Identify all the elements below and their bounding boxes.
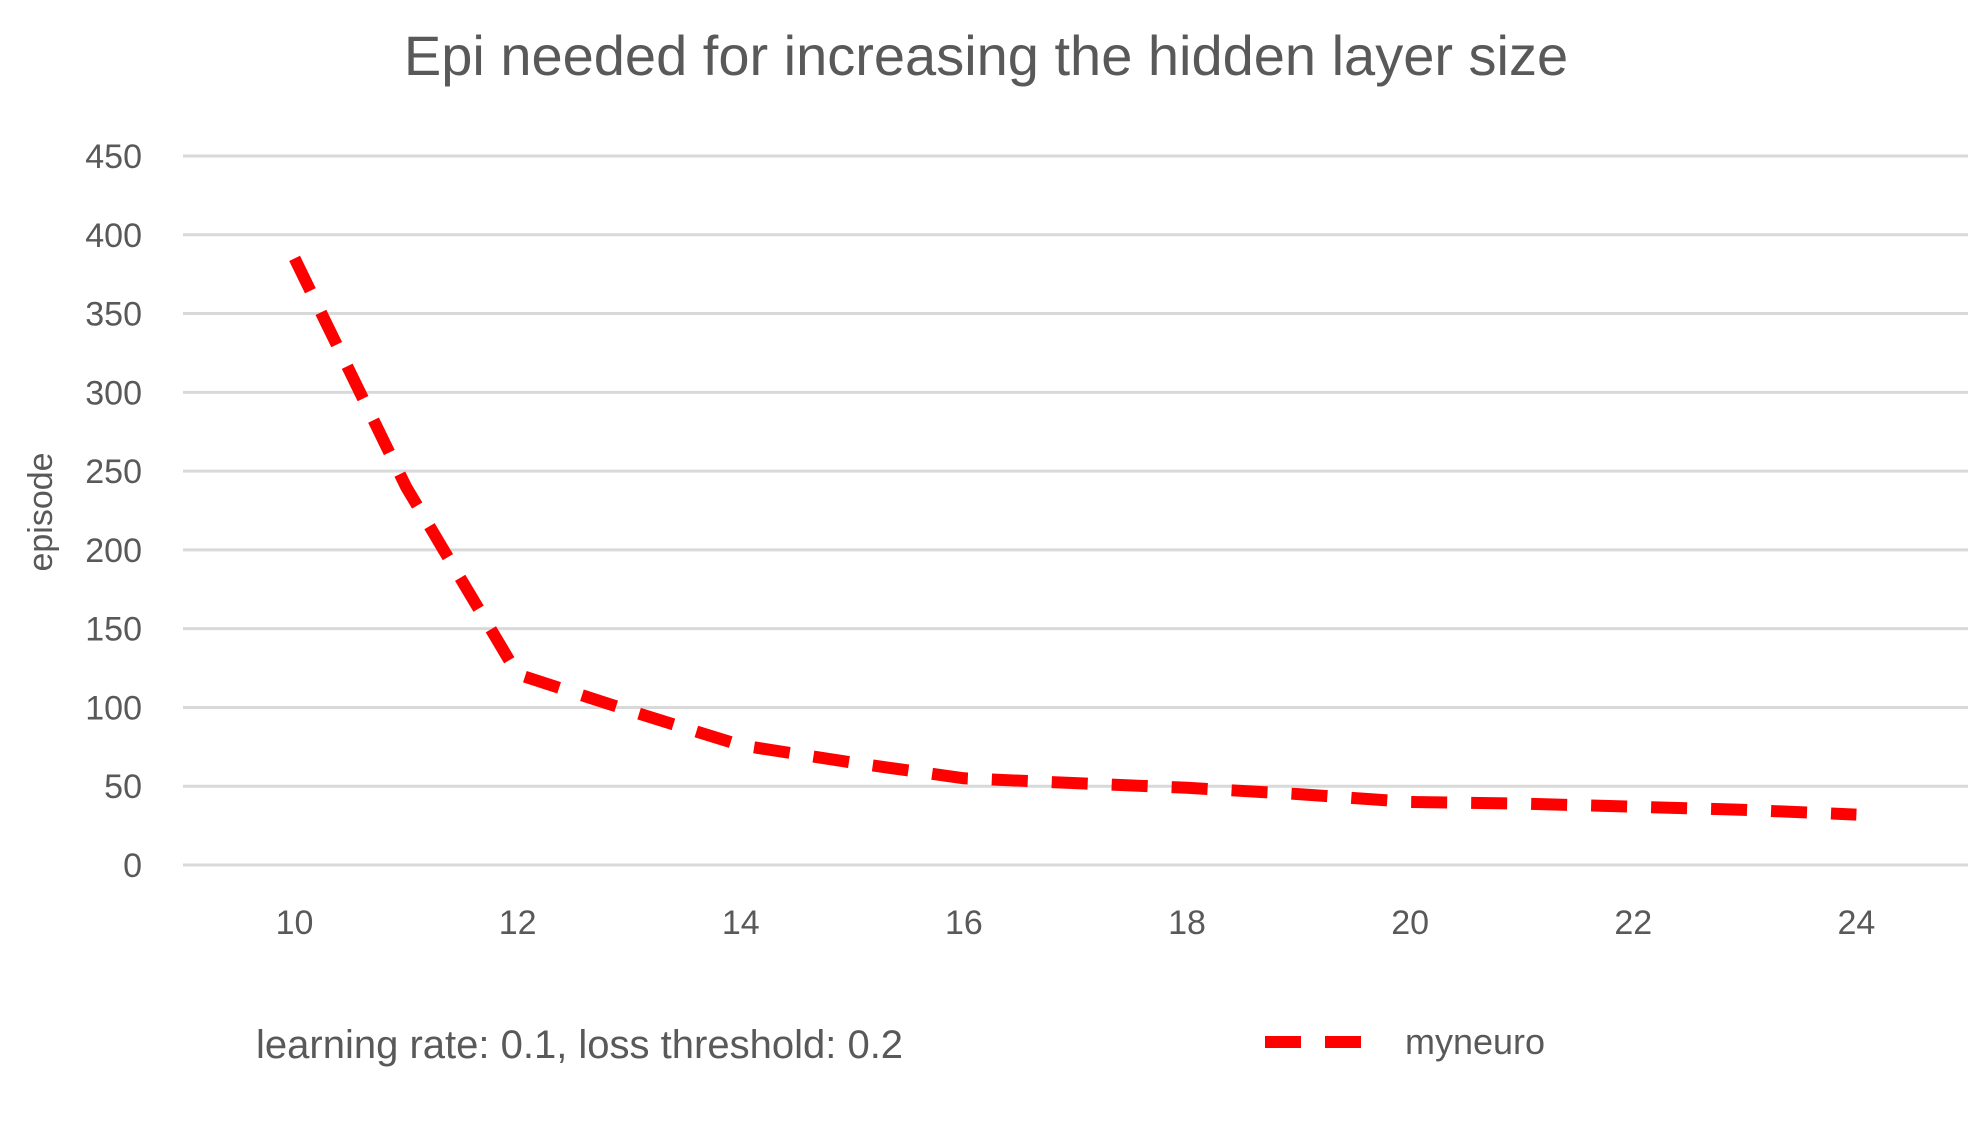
data-point [400,481,412,493]
x-tick-label: 10 [276,904,314,942]
data-point [846,757,858,769]
y-axis-tick-labels: 0 50 100 150 200 250 300 350 400 450 [85,138,142,885]
chart-title: Epi needed for increasing the hidden lay… [404,24,1568,87]
data-point [1739,804,1751,816]
data-point [623,705,635,717]
data-point [735,739,747,751]
y-tick-label: 300 [85,374,142,412]
gridlines [183,154,1968,867]
y-axis-label: episode [22,452,60,571]
data-point [1293,788,1305,800]
x-tick-label: 18 [1168,904,1206,942]
y-tick-label: 100 [85,689,142,727]
x-tick-label: 14 [722,904,760,942]
x-tick-label: 16 [945,904,983,942]
x-tick-label: 22 [1614,904,1652,942]
x-axis-tick-labels: 10 12 14 16 18 20 22 24 [276,904,1876,942]
y-tick-label: 400 [85,217,142,255]
y-tick-label: 350 [85,296,142,334]
legend-label: myneuro [1405,1021,1545,1062]
data-point [1070,777,1082,789]
data-point [1404,796,1416,808]
y-tick-label: 50 [104,768,142,806]
y-tick-label: 450 [85,138,142,176]
data-point [1516,798,1528,810]
data-point [512,668,524,680]
series-line-0 [289,255,1857,821]
legend: myneuro [1265,1021,1545,1062]
y-tick-label: 0 [123,847,142,885]
data-point [1627,801,1639,813]
x-tick-label: 24 [1838,904,1876,942]
data-point [958,772,970,784]
chart-note: learning rate: 0.1, loss threshold: 0.2 [256,1023,903,1067]
x-tick-label: 20 [1391,904,1429,942]
data-point [1181,782,1193,794]
y-tick-label: 200 [85,532,142,570]
y-tick-label: 250 [85,453,142,491]
y-tick-label: 150 [85,611,142,649]
data-point [1850,809,1862,821]
x-tick-label: 12 [499,904,537,942]
series-lines [289,252,1862,821]
data-point [289,252,301,264]
